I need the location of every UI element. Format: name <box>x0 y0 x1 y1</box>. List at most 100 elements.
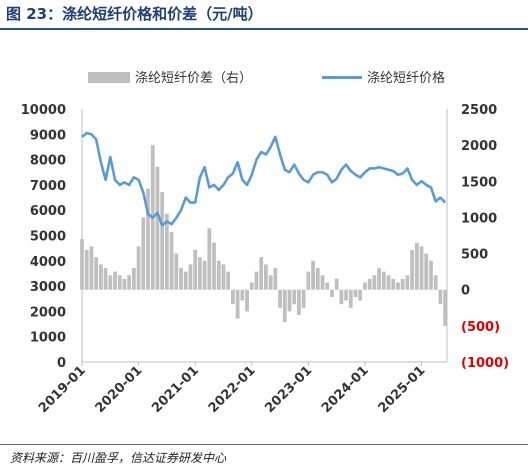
spread-bar <box>348 289 353 308</box>
spread-bar <box>155 166 160 290</box>
spread-bars <box>80 145 447 326</box>
y-left-tick-label: 2000 <box>30 305 66 320</box>
x-tick-label: 2024-01 <box>319 363 372 416</box>
spread-bar <box>245 289 249 312</box>
spread-bar <box>259 257 264 290</box>
spread-bar <box>353 289 358 297</box>
spread-bar <box>89 246 94 290</box>
spread-bar <box>424 253 429 290</box>
spread-bar <box>122 278 127 290</box>
y-right-tick-label: 1000 <box>461 211 497 226</box>
figure-title: 图 23：涤纶短纤价格和价差（元/吨） <box>6 5 263 23</box>
spread-bar <box>117 275 122 290</box>
x-axis-ticks: 2019-01 2020-01 2021-01 2022-01 2023-01 2024-… <box>36 362 428 416</box>
y-axis-right-ticks: (1000) (500) 0 500 1000 1500 2000 2500 <box>461 103 509 371</box>
x-tick-label: 2025-01 <box>376 363 429 416</box>
spread-bar <box>405 275 410 290</box>
x-tick-label: 2019-01 <box>36 363 89 416</box>
spread-bar <box>98 264 103 290</box>
x-tick-label: 2022-01 <box>206 363 259 416</box>
legend-label-spread: 涤纶短纤价差（右） <box>135 71 252 86</box>
title-divider <box>0 28 528 30</box>
spread-bar <box>438 289 443 305</box>
spread-bar <box>103 268 108 290</box>
y-right-tick-label: (500) <box>461 320 500 335</box>
spread-bar <box>315 268 320 290</box>
spread-bar <box>396 282 400 290</box>
chart-legend: 涤纶短纤价差（右） 涤纶短纤价格 <box>88 70 445 86</box>
y-right-tick-label: 2500 <box>461 103 497 118</box>
spread-bar <box>146 188 150 290</box>
spread-bar <box>183 271 188 290</box>
spread-bar <box>320 275 325 290</box>
price-line-group <box>81 131 447 227</box>
spread-bar <box>268 275 273 290</box>
spread-bar <box>141 217 146 290</box>
legend-swatch-spread <box>88 72 130 83</box>
spread-bar <box>131 268 136 290</box>
spread-bar <box>363 282 367 290</box>
x-tick-label: 2021-01 <box>149 363 202 416</box>
spread-bar <box>400 278 405 290</box>
y-left-tick-label: 5000 <box>30 230 66 245</box>
spread-bar <box>367 278 372 290</box>
spread-bar <box>443 289 447 326</box>
spread-bar <box>330 289 334 297</box>
spread-bar <box>297 289 301 316</box>
legend-label-price: 涤纶短纤价格 <box>367 70 445 86</box>
spread-bar <box>165 213 169 290</box>
spread-bar <box>212 242 216 290</box>
spread-bar <box>292 289 297 305</box>
spread-bar <box>278 289 282 308</box>
spread-bar <box>169 231 174 290</box>
y-right-tick-label: 0 <box>461 284 470 299</box>
price-spread-chart: 涤纶短纤价差（右） 涤纶短纤价格 01000200030004000500060… <box>21 70 509 416</box>
spread-bar <box>264 264 268 290</box>
y-left-tick-label: 1000 <box>30 331 66 346</box>
y-axis-left-ticks: 0 1000 2000 3000 4000 5000 6000 7000 8000 9000 100… <box>21 103 66 371</box>
spread-bar <box>306 271 311 290</box>
y-right-tick-label: 1500 <box>461 175 497 190</box>
spread-bar <box>433 275 438 290</box>
spread-bar <box>282 289 287 323</box>
spread-bar <box>301 289 306 308</box>
spread-bar <box>207 228 212 290</box>
spread-bar <box>113 271 117 290</box>
spread-bar <box>414 242 419 290</box>
y-left-tick-label: 6000 <box>30 204 66 219</box>
spread-bar <box>325 282 330 290</box>
chart-axes <box>81 109 448 363</box>
y-left-tick-label: 10000 <box>21 103 66 118</box>
spread-bar <box>179 268 183 290</box>
spread-bar <box>193 249 198 290</box>
spread-bar <box>84 249 89 290</box>
spread-bar <box>235 289 240 319</box>
spread-bar <box>240 289 245 301</box>
spread-bar <box>231 289 235 305</box>
spread-bar <box>94 257 99 290</box>
spread-bar <box>188 264 193 290</box>
spread-bar <box>287 289 292 312</box>
spread-bar <box>108 275 113 290</box>
spread-bar <box>174 253 179 290</box>
spread-bar <box>226 271 231 290</box>
spread-bar <box>127 275 132 290</box>
y-right-tick-label: 500 <box>461 248 488 263</box>
y-left-tick-label: 9000 <box>30 128 66 143</box>
spread-bar <box>334 278 339 290</box>
x-tick-label: 2020-01 <box>93 363 146 416</box>
spread-bar <box>273 268 278 290</box>
spread-bar <box>249 282 254 290</box>
spread-bar <box>391 278 396 290</box>
spread-bar <box>198 257 202 290</box>
y-left-tick-label: 7000 <box>30 179 66 194</box>
spread-bar <box>311 260 315 290</box>
spread-bar <box>202 260 207 290</box>
spread-bar <box>377 268 381 290</box>
spread-bar <box>221 264 226 290</box>
spread-bar <box>386 275 391 290</box>
spread-bar <box>381 271 386 290</box>
spread-bar <box>254 271 259 290</box>
y-right-tick-label: (1000) <box>461 356 509 371</box>
spread-bar <box>410 249 414 290</box>
